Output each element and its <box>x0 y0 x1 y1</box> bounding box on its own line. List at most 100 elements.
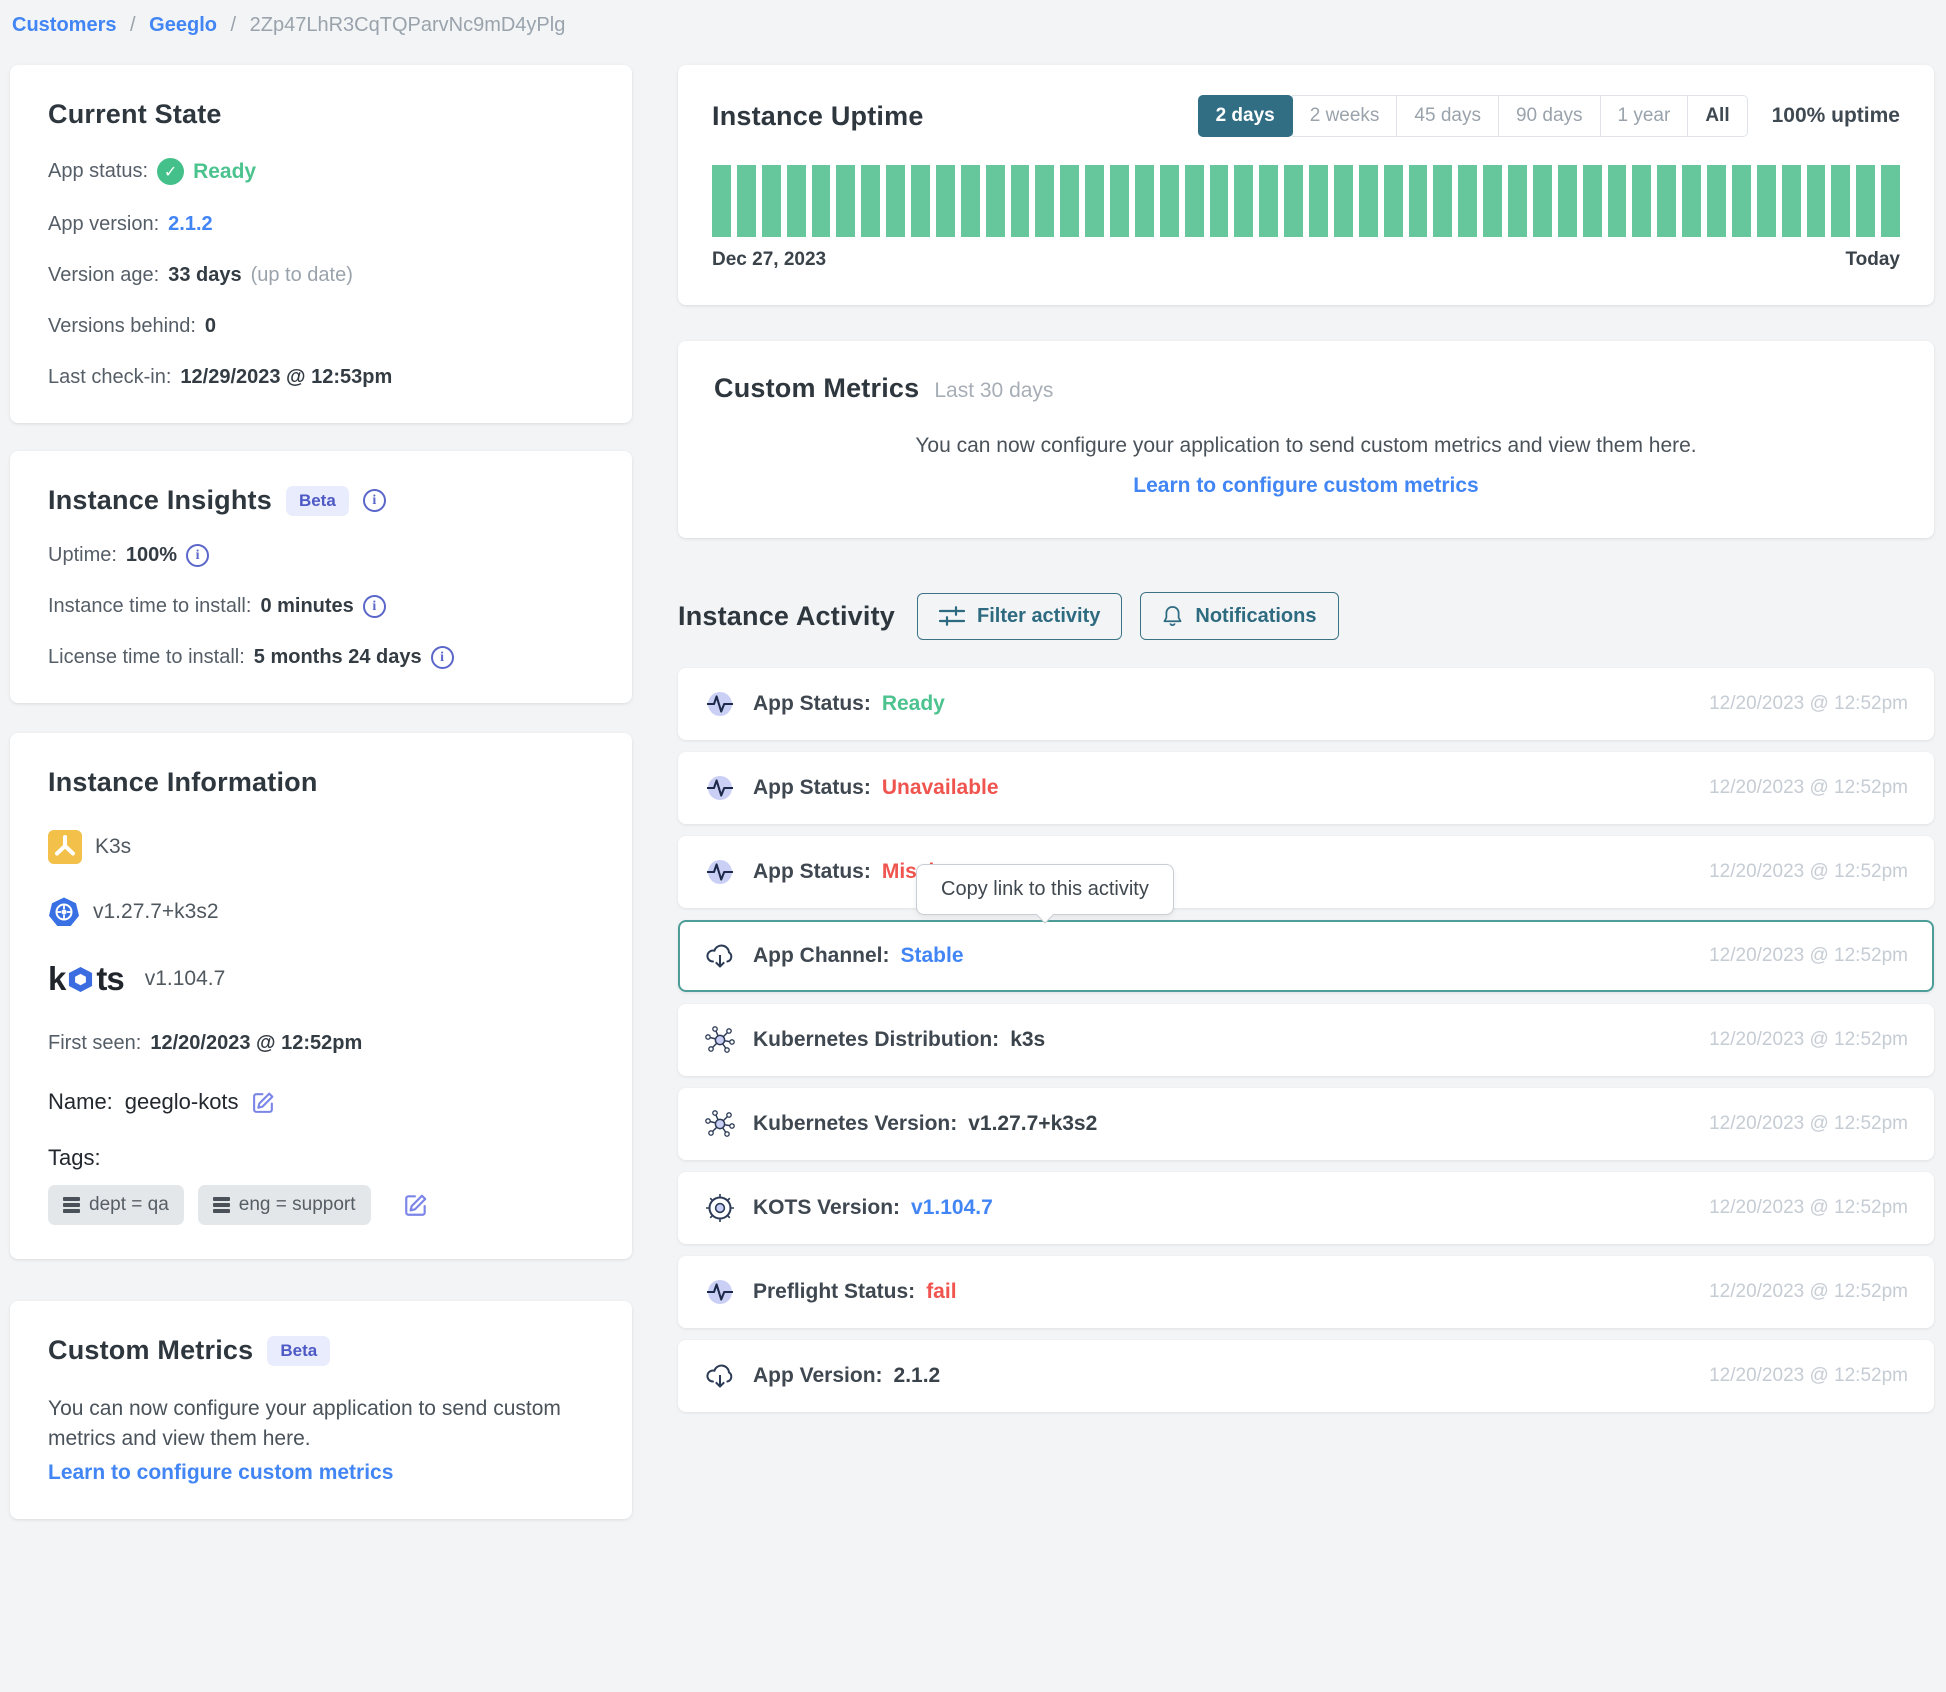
kots-logo-ts: ts <box>96 960 124 997</box>
uptime-bar <box>1159 165 1179 237</box>
uptime-bar <box>836 165 856 237</box>
last-checkin-label: Last check-in: <box>48 366 172 388</box>
custom-metrics-left-card: Custom Metrics Beta You can now configur… <box>10 1301 632 1519</box>
uptime-bar <box>1881 165 1900 237</box>
pulse-icon <box>704 772 736 804</box>
uptime-bar <box>1060 165 1080 237</box>
uptime-bar <box>712 165 731 237</box>
range-tab-2-weeks[interactable]: 2 weeks <box>1291 95 1398 137</box>
edit-tags-icon[interactable] <box>403 1192 429 1218</box>
uptime-bar <box>1781 165 1801 237</box>
activity-row-selected[interactable]: App Channel: Stable 12/20/2023 @ 12:52pm <box>678 920 1934 992</box>
distribution-value: K3s <box>95 835 132 858</box>
uptime-bar <box>1110 165 1129 237</box>
uptime-bar <box>786 165 806 237</box>
uptime-bar <box>1557 165 1577 237</box>
activity-row[interactable]: App Status: Unavailable 12/20/2023 @ 12:… <box>678 752 1934 824</box>
activity-row[interactable]: Kubernetes Distribution: k3s 12/20/2023 … <box>678 1004 1934 1076</box>
notifications-button[interactable]: Notifications <box>1140 592 1339 640</box>
version-age-value: 33 days <box>168 264 242 286</box>
copy-link-tooltip: Copy link to this activity <box>916 864 1174 915</box>
range-tab-1-year[interactable]: 1 year <box>1599 95 1689 137</box>
pulse-icon <box>704 1276 736 1308</box>
cloud-download-icon <box>704 940 736 972</box>
notifications-label: Notifications <box>1195 604 1317 627</box>
cloud-download-icon <box>704 1360 736 1392</box>
uptime-bar <box>1209 165 1229 237</box>
check-circle-icon: ✓ <box>157 158 185 185</box>
range-tab-all[interactable]: All <box>1687 95 1748 137</box>
uptime-bar <box>985 165 1005 237</box>
activity-row[interactable]: App Status: Ready 12/20/2023 @ 12:52pm <box>678 668 1934 740</box>
uptime-bar <box>1831 165 1851 237</box>
activity-value: 2.1.2 <box>893 1364 941 1387</box>
range-tab-90-days[interactable]: 90 days <box>1497 95 1601 137</box>
info-icon[interactable]: i <box>430 646 454 669</box>
activity-label: App Status: <box>753 692 871 715</box>
last-checkin-value: 12/29/2023 @ 12:53pm <box>180 366 393 388</box>
activity-row[interactable]: Preflight Status: fail 12/20/2023 @ 12:5… <box>678 1256 1934 1328</box>
activity-label: KOTS Version: <box>753 1196 901 1219</box>
custom-metrics-panel: Custom Metrics Last 30 days You can now … <box>678 341 1934 538</box>
activity-timestamp: 12/20/2023 @ 12:52pm <box>1709 945 1908 966</box>
uptime-bar <box>1085 165 1104 237</box>
range-tab-45-days[interactable]: 45 days <box>1396 95 1499 137</box>
custom-metrics-panel-title: Custom Metrics <box>714 373 920 403</box>
custom-metrics-left-title: Custom Metrics <box>48 1335 254 1365</box>
activity-value: fail <box>926 1280 957 1303</box>
uptime-bar <box>1035 165 1055 237</box>
tag-chip: eng = support <box>197 1185 371 1225</box>
kots-version-value: v1.104.7 <box>144 967 226 990</box>
activity-timestamp: 12/20/2023 @ 12:52pm <box>1709 693 1908 714</box>
uptime-bars <box>712 165 1900 237</box>
uptime-start-label: Dec 27, 2023 <box>712 249 827 270</box>
kubernetes-nodes-icon <box>704 1024 736 1056</box>
breadcrumb-instance-id: 2Zp47LhR3CqTQParvNc9mD4yPlg <box>249 14 566 36</box>
info-icon[interactable]: i <box>362 489 386 512</box>
pulse-icon <box>704 688 736 720</box>
distribution-row: K3s <box>48 830 594 864</box>
breadcrumb-customer-link[interactable]: Geeglo <box>149 14 217 36</box>
instance-information-card: Instance Information K3s v1.27.7+k3s2 k … <box>10 733 632 1259</box>
tag-text: eng = support <box>238 1194 356 1215</box>
instance-insights-card: Instance Insights Beta i Uptime: 100% i … <box>10 451 632 703</box>
uptime-value: 100% <box>125 544 178 566</box>
uptime-bar <box>1707 165 1726 237</box>
version-age-label: Version age: <box>48 264 160 286</box>
uptime-bar <box>1582 165 1602 237</box>
instance-name-row: Name: geeglo-kots <box>48 1089 594 1115</box>
uptime-bar <box>811 165 831 237</box>
uptime-bar <box>1433 165 1453 237</box>
info-icon[interactable]: i <box>186 544 210 567</box>
activity-row[interactable]: App Status: Missing 12/20/2023 @ 12:52pm <box>678 836 1934 908</box>
custom-metrics-left-body: You can now configure your application t… <box>48 1397 561 1451</box>
version-age-note: (up to date) <box>250 264 353 286</box>
uptime-bar <box>1309 165 1328 237</box>
activity-label: Kubernetes Distribution: <box>753 1028 1000 1051</box>
activity-row[interactable]: KOTS Version: v1.104.7 12/20/2023 @ 12:5… <box>678 1172 1934 1244</box>
activity-timestamp: 12/20/2023 @ 12:52pm <box>1709 1029 1908 1050</box>
app-status-label: App status: <box>48 160 149 182</box>
filter-activity-button[interactable]: Filter activity <box>916 592 1123 640</box>
uptime-bar <box>1234 165 1254 237</box>
info-icon[interactable]: i <box>362 595 386 618</box>
beta-badge: Beta <box>267 1335 331 1366</box>
activity-row[interactable]: App Version: 2.1.2 12/20/2023 @ 12:52pm <box>678 1340 1934 1412</box>
activity-row[interactable]: Kubernetes Version: v1.27.7+k3s2 12/20/2… <box>678 1088 1934 1160</box>
range-tab-2-days[interactable]: 2 days <box>1197 95 1293 137</box>
breadcrumb-customers-link[interactable]: Customers <box>12 14 117 36</box>
instance-tti-value: 0 minutes <box>260 595 354 617</box>
current-state-card: Current State App status: ✓ Ready App ve… <box>10 65 632 423</box>
uptime-bar <box>886 165 905 237</box>
left-column: Current State App status: ✓ Ready App ve… <box>10 65 632 1519</box>
edit-name-icon[interactable] <box>251 1090 276 1115</box>
activity-timestamp: 12/20/2023 @ 12:52pm <box>1709 1197 1908 1218</box>
custom-metrics-panel-subtitle: Last 30 days <box>934 379 1054 402</box>
instance-insights-title: Instance Insights <box>48 485 272 515</box>
uptime-percentage-text: 100% uptime <box>1771 104 1900 127</box>
app-version-link[interactable]: 2.1.2 <box>168 213 213 235</box>
kots-logo-k: k <box>48 960 66 997</box>
tag-text: dept = qa <box>89 1194 169 1215</box>
configure-custom-metrics-link[interactable]: Learn to configure custom metrics <box>48 1460 394 1484</box>
configure-custom-metrics-link[interactable]: Learn to configure custom metrics <box>1133 474 1479 497</box>
